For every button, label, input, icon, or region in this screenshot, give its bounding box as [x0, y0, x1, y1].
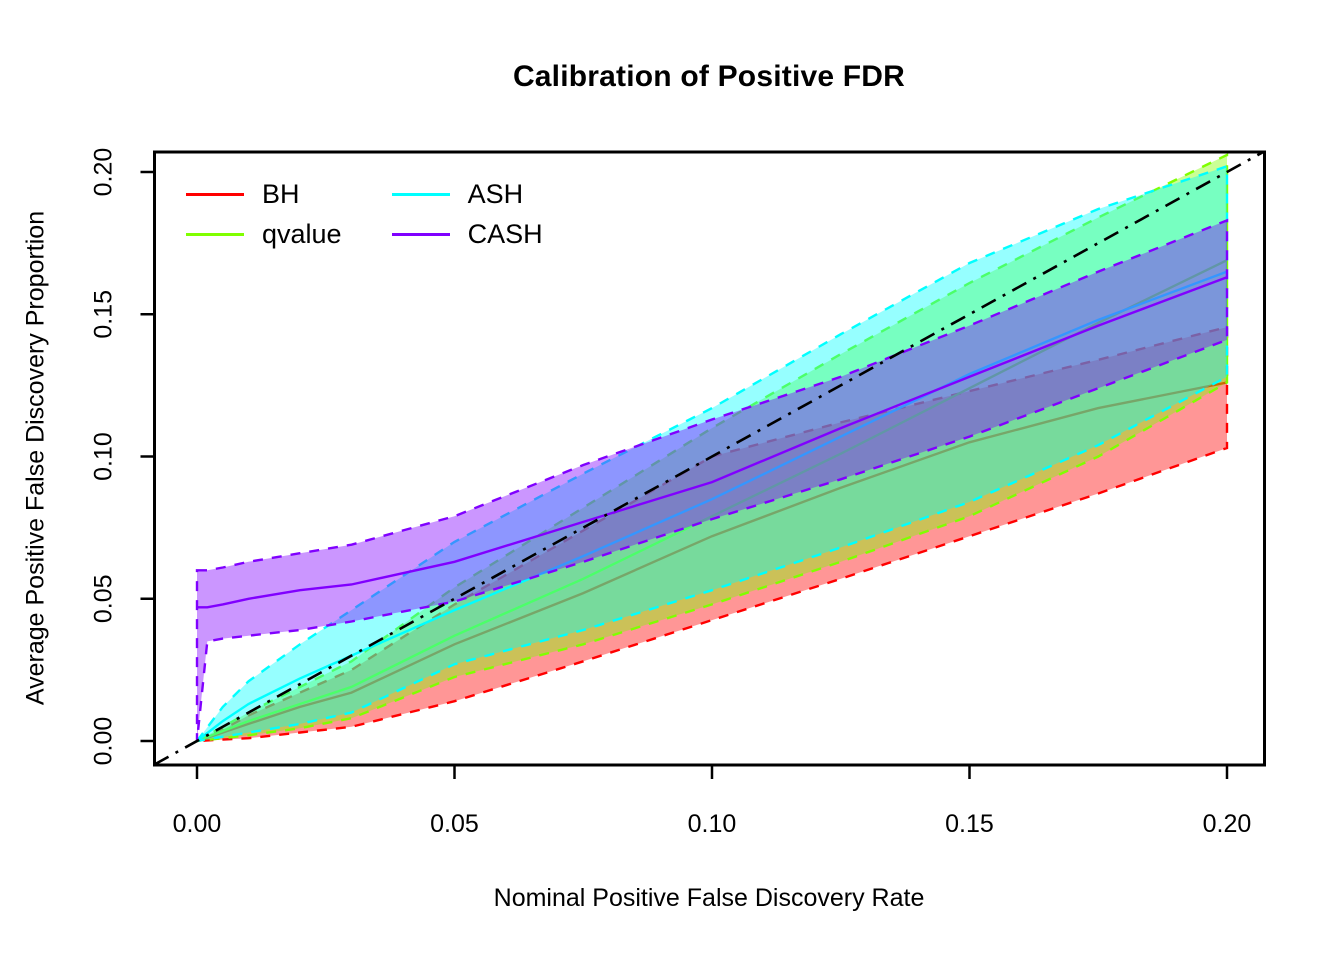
chart-title: Calibration of Positive FDR	[512, 60, 906, 93]
y-tick-label: 0.20	[90, 148, 118, 197]
y-tick-label: 0.00	[90, 717, 118, 766]
band-qvalue	[196, 152, 1229, 743]
y-axis-label: Average Positive False Discovery Proport…	[21, 210, 50, 706]
legend-item-bh: BH	[186, 176, 342, 212]
legend-label-qvalue: qvalue	[262, 218, 342, 249]
legend-line-swatch-qvalue	[186, 232, 244, 236]
band-bh	[196, 325, 1229, 743]
legend-column: ASH CASH	[391, 176, 543, 252]
x-tick-label: 0.10	[688, 810, 737, 838]
mean-line-bh	[196, 381, 1228, 743]
mean-line-ash	[196, 270, 1228, 742]
x-axis-label: Nominal Positive False Discovery Rate	[493, 884, 925, 912]
legend-label-ash: ASH	[467, 178, 524, 209]
legend-label-cash: CASH	[467, 218, 543, 249]
y-tick-label: 0.05	[90, 574, 118, 623]
legend-line-swatch-bh	[186, 192, 244, 196]
plot-box	[153, 150, 1266, 767]
x-tick-label: 0.05	[430, 810, 479, 838]
band-cash	[195, 218, 1229, 742]
legend-line-swatch-ash	[391, 192, 450, 196]
mean-line-cash	[197, 276, 1228, 609]
legend: BH qvalue ASH CASH	[186, 176, 543, 252]
legend-item-qvalue: qvalue	[186, 216, 342, 252]
y-tick-label: 0.15	[90, 290, 118, 339]
legend-item-ash: ASH	[391, 176, 543, 212]
x-tick-label: 0.15	[945, 810, 994, 838]
legend-column: BH qvalue	[186, 176, 342, 252]
legend-line-swatch-cash	[391, 232, 450, 236]
x-tick-label: 0.00	[173, 810, 222, 838]
legend-label-bh: BH	[262, 178, 300, 209]
x-tick-label: 0.20	[1203, 810, 1252, 838]
legend-item-cash: CASH	[391, 216, 543, 252]
y-tick-label: 0.10	[90, 432, 118, 481]
mean-line-qvalue	[196, 259, 1228, 743]
reference-diagonal	[153, 150, 1265, 766]
